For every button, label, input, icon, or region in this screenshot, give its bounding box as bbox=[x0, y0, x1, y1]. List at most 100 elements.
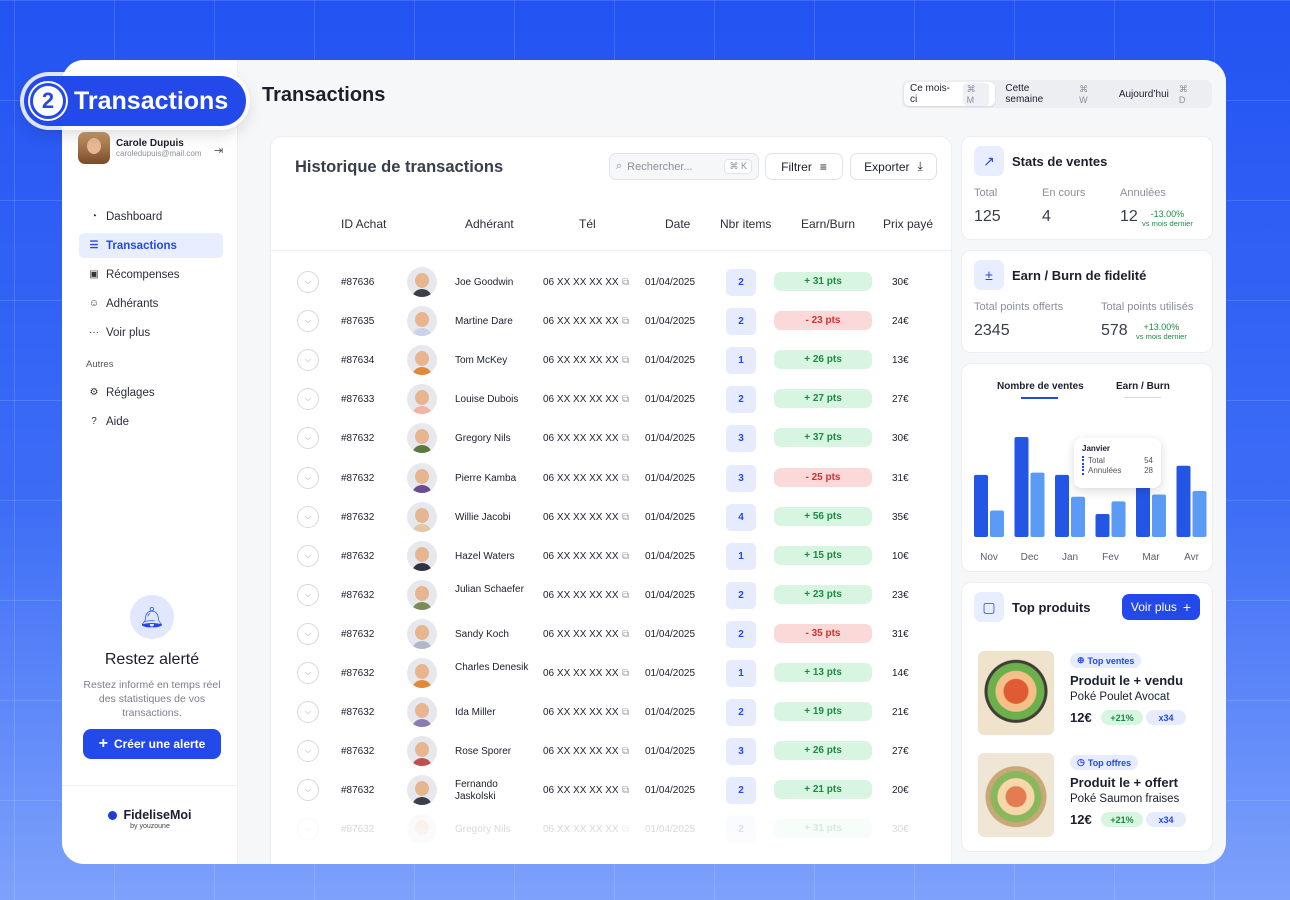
copy-icon[interactable]: ⧉ bbox=[622, 394, 630, 406]
copy-icon[interactable]: ⧉ bbox=[622, 433, 630, 445]
x-tick-label: Jan bbox=[1062, 552, 1078, 563]
chevron-down-icon[interactable]: ⌵ bbox=[297, 701, 319, 724]
table-row[interactable]: ⌵ #87632 Pierre Kamba 06 XX XX XX XX ⧉ 01/04/… bbox=[271, 460, 951, 499]
table-row[interactable]: ⌵ #87632 Ida Miller 06 XX XX XX XX ⧉ 01/04/20… bbox=[271, 694, 951, 733]
chevron-down-icon[interactable]: ⌵ bbox=[297, 427, 319, 450]
copy-icon[interactable]: ⧉ bbox=[622, 668, 630, 679]
sidebar-item-rewards[interactable]: ▣ Récompenses bbox=[79, 262, 223, 287]
chart-bar[interactable] bbox=[1192, 491, 1207, 537]
table-row[interactable]: ⌵ #87632 Sandy Koch 06 XX XX XX XX ⧉ 01/04/20… bbox=[271, 616, 951, 655]
column-header[interactable]: Date bbox=[665, 217, 691, 231]
chevron-down-icon[interactable]: ⌵ bbox=[297, 310, 319, 333]
member-name: Gregory Nils bbox=[455, 433, 511, 445]
earn-burn-badge: - 23 pts bbox=[774, 311, 872, 331]
price-paid: 30€ bbox=[892, 277, 909, 288]
export-button[interactable]: Exporter ⤓ bbox=[850, 153, 937, 180]
chevron-down-icon[interactable]: ⌵ bbox=[297, 740, 319, 763]
chevron-down-icon[interactable]: ⌵ bbox=[297, 466, 319, 489]
table-row[interactable]: ⌵ #87632 Gregory Nils 06 XX XX XX XX⧉ 01/04/… bbox=[271, 420, 951, 459]
column-header[interactable]: Nbr items bbox=[720, 217, 772, 231]
table-row[interactable]: ⌵ #87632 Hazel Waters 06 XX XX XX XX ⧉ 01/04/… bbox=[271, 538, 951, 577]
copy-icon[interactable]: ⧉ bbox=[622, 785, 630, 797]
chevron-down-icon[interactable]: ⌵ bbox=[297, 583, 319, 606]
chart-bar[interactable] bbox=[1030, 472, 1045, 537]
chart-bar[interactable] bbox=[1176, 465, 1191, 537]
earn-burn-badge: + 21 pts bbox=[774, 780, 872, 800]
chart-bar[interactable] bbox=[1014, 436, 1029, 537]
column-header[interactable]: Adhérant bbox=[465, 217, 514, 231]
column-header[interactable]: ID Achat bbox=[341, 217, 387, 231]
period-today[interactable]: Aujourd’hui ⌘ D bbox=[1113, 82, 1206, 106]
sidebar-item-transactions[interactable]: ☰ Transactions bbox=[79, 233, 223, 258]
table-row[interactable]: ⌵ #87635 Martine Dare 06 XX XX XX XX ⧉ 01/04/… bbox=[271, 303, 951, 342]
product-item[interactable]: ⊕ Top ventes Produit le + vendu Poké Poul… bbox=[978, 651, 1208, 735]
avatar bbox=[407, 501, 437, 532]
bar-chart: Nov Dec Jan Fev Mar Avr bbox=[974, 436, 1207, 563]
table-row[interactable]: ⌵ #87633 Louise Dubois 06 XX XX XX XX ⧉ 01/04… bbox=[271, 381, 951, 420]
chevron-down-icon[interactable]: ⌵ bbox=[297, 544, 319, 567]
chart-bar[interactable] bbox=[1152, 494, 1166, 537]
sidebar-item-help[interactable]: ? Aide bbox=[79, 409, 223, 434]
table-row[interactable]: ⌵ #87632 Fernando Jaskolski 06 XX XX XX XX ⧉… bbox=[271, 772, 951, 811]
date: 01/04/2025 bbox=[645, 628, 696, 640]
search-input[interactable]: ⌕ Rechercher... ⌘ K bbox=[609, 153, 759, 180]
copy-icon[interactable]: ⧉ bbox=[622, 589, 630, 601]
step-label: Transactions bbox=[74, 86, 229, 115]
create-alert-button[interactable]: + Créer une alerte bbox=[83, 729, 221, 759]
tab-earn-burn[interactable]: Earn / Burn bbox=[1116, 381, 1170, 392]
help-icon: ? bbox=[91, 416, 97, 427]
user-email: caroledupuis@mail.com bbox=[116, 149, 202, 158]
chart-bar[interactable] bbox=[974, 474, 988, 537]
sidebar-item-dashboard[interactable]: ◔ Dashboard bbox=[79, 204, 223, 229]
copy-icon[interactable]: ⧉ bbox=[622, 472, 630, 484]
column-header[interactable]: Tél bbox=[579, 217, 596, 231]
table-row[interactable]: ⌵ #87632 Willie Jacobi 06 XX XX XX XX ⧉ 01/04… bbox=[271, 499, 951, 538]
chevron-down-icon[interactable]: ⌵ bbox=[297, 662, 319, 684]
copy-icon[interactable]: ⧉ bbox=[622, 277, 630, 288]
product-item[interactable]: ◷ Top offres Produit le + offert Poké Sau… bbox=[978, 753, 1208, 837]
download-icon: ⤓ bbox=[917, 159, 923, 173]
period-this-month[interactable]: Ce mois-ci ⌘ M bbox=[904, 82, 996, 106]
column-header[interactable]: Earn/Burn bbox=[801, 217, 856, 231]
see-more-button[interactable]: Voir plus + bbox=[1122, 594, 1200, 620]
column-header[interactable]: Prix payé bbox=[883, 217, 934, 231]
user-profile[interactable]: Carole Dupuis caroledupuis@mail.com bbox=[78, 132, 228, 164]
copy-icon[interactable]: ⧉ bbox=[622, 316, 630, 328]
stat-label: Total points offerts bbox=[974, 301, 1064, 313]
chevron-down-icon[interactable]: ⌵ bbox=[297, 779, 319, 802]
sidebar-item-members[interactable]: ☺ Adhérants bbox=[79, 291, 223, 316]
table-row[interactable]: ⌵ #87632 Julian Schaefer 06 XX XX XX XX ⧉ 01/… bbox=[271, 577, 951, 616]
chevron-down-icon[interactable]: ⌵ bbox=[297, 622, 319, 645]
chevron-down-icon[interactable]: ⌵ bbox=[297, 505, 319, 528]
sidebar-item-settings[interactable]: ⚙ Réglages bbox=[79, 380, 223, 405]
chart-bar[interactable] bbox=[1111, 501, 1126, 537]
table-row[interactable]: ⌵ #87634 Tom McKey 06 XX XX XX XX ⧉ 01/04/202… bbox=[271, 342, 951, 381]
chevron-down-icon[interactable]: ⌵ bbox=[297, 388, 319, 411]
chevron-down-icon[interactable]: ⌵ bbox=[297, 271, 319, 293]
copy-icon[interactable]: ⧉ bbox=[622, 550, 630, 562]
chart-bar[interactable] bbox=[990, 510, 1004, 537]
chart-bar[interactable] bbox=[1055, 474, 1069, 537]
tab-sales-count[interactable]: Nombre de ventes bbox=[997, 381, 1084, 392]
chart-bar[interactable] bbox=[1136, 474, 1150, 537]
member-name: Charles Denesik bbox=[455, 662, 529, 673]
copy-icon[interactable]: ⧉ bbox=[622, 355, 630, 367]
avatar bbox=[78, 132, 110, 164]
sidebar-item-label: Aide bbox=[106, 415, 130, 428]
copy-icon[interactable]: ⧉ bbox=[622, 511, 630, 523]
copy-icon[interactable]: ⧉ bbox=[622, 628, 630, 640]
period-this-week[interactable]: Cette semaine ⌘ W bbox=[999, 82, 1108, 106]
chart-bar[interactable] bbox=[1071, 496, 1085, 537]
alert-text: Restez informé en temps réel des statist… bbox=[83, 679, 221, 719]
chart-bar[interactable] bbox=[1095, 514, 1110, 537]
table-row[interactable]: ⌵ #87636 Joe Goodwin 06 XX XX XX XX ⧉ 01/04/2… bbox=[271, 264, 951, 303]
table-row[interactable]: ⌵ #87632 Rose Sporer 06 XX XX XX XX ⧉ 01/04/2… bbox=[271, 733, 951, 772]
chevron-down-icon[interactable]: ⌵ bbox=[297, 349, 319, 372]
sidebar-item-more[interactable]: ··· Voir plus bbox=[79, 320, 223, 345]
copy-icon[interactable]: ⧉ bbox=[622, 746, 630, 758]
table-row[interactable]: ⌵ #87632 Charles Denesik 06 XX XX XX XX ⧉ 01/… bbox=[271, 655, 951, 694]
logout-icon[interactable]: ⇥ bbox=[214, 145, 224, 157]
filter-button[interactable]: Filtrer ≡ bbox=[765, 153, 843, 180]
sidebar-item-label: Voir plus bbox=[106, 326, 151, 339]
copy-icon[interactable]: ⧉ bbox=[622, 707, 630, 719]
